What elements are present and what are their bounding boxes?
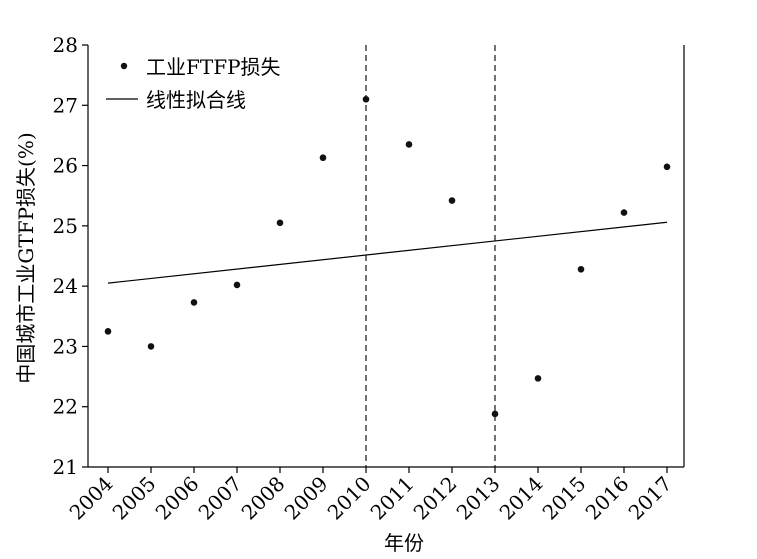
data-point-2009	[319, 154, 327, 162]
y-tick-label: 23	[53, 334, 78, 358]
y-tick-label: 21	[53, 455, 78, 479]
x-tick-label: 2011	[366, 472, 419, 525]
axes	[82, 44, 685, 473]
data-point-2005	[147, 343, 155, 350]
data-point-2014	[534, 375, 542, 382]
x-tick-label: 2016	[581, 472, 634, 525]
reference-lines	[365, 45, 496, 467]
fit-line	[107, 221, 668, 284]
data-point-2016	[620, 209, 628, 216]
y-tick-label: 26	[53, 154, 78, 178]
x-tick-label: 2009	[280, 472, 333, 525]
data-point-2006	[190, 299, 198, 306]
data-points	[104, 95, 671, 418]
data-point-2015	[577, 265, 585, 273]
x-tick-label: 2013	[452, 472, 505, 525]
y-tick-label: 22	[53, 395, 78, 419]
y-tick-label: 27	[53, 93, 78, 117]
data-point-2007	[233, 281, 241, 289]
x-tick-label: 2005	[108, 472, 161, 525]
fit-line-group	[107, 221, 668, 284]
data-point-2010	[362, 95, 370, 103]
y-tick-label: 24	[53, 274, 78, 298]
x-tick-label: 2007	[194, 472, 247, 525]
legend-label-line: 线性拟合线	[146, 88, 246, 112]
y-tick-label: 25	[53, 214, 78, 238]
y-tick-label: 28	[53, 33, 78, 57]
x-tick-label: 2017	[624, 472, 677, 525]
x-tick-label: 2014	[495, 472, 548, 525]
x-tick-label: 2010	[323, 472, 376, 525]
y-tick-labels: 21 22 23 24 25 26 27 28	[53, 33, 78, 479]
x-tick-labels: 2004200520062007200820092010201120122013…	[65, 472, 677, 525]
data-point-2012	[448, 197, 456, 204]
data-point-2013	[491, 410, 499, 418]
data-point-2011	[405, 141, 413, 148]
x-axis-label: 年份	[384, 531, 424, 555]
legend: 工业FTFP损失 线性拟合线	[106, 55, 281, 112]
data-point-2004	[104, 328, 112, 335]
x-tick-label: 2008	[237, 472, 290, 525]
data-point-2008	[276, 219, 284, 227]
data-point-2017	[663, 163, 671, 171]
x-tick-label: 2015	[538, 472, 591, 525]
x-tick-label: 2012	[409, 472, 462, 525]
legend-marker-points	[120, 62, 128, 70]
x-tick-label: 2004	[65, 472, 118, 525]
legend-label-points: 工业FTFP损失	[146, 55, 281, 79]
y-axis-label: 中国城市工业GTFP损失(%)	[14, 132, 38, 383]
x-tick-label: 2006	[151, 472, 204, 525]
